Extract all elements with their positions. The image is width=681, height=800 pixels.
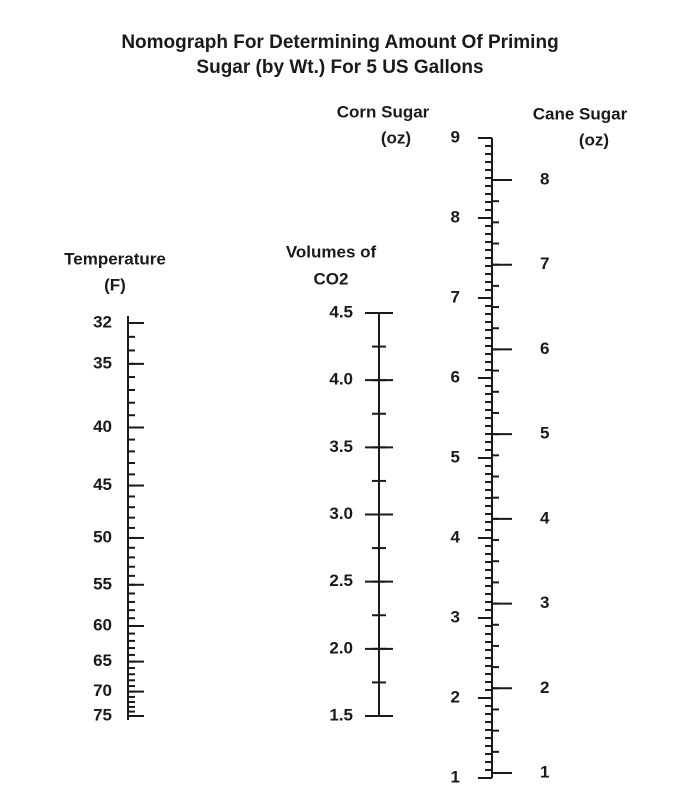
scale-label: (F) bbox=[104, 275, 126, 294]
scale-label: (oz) bbox=[579, 130, 609, 149]
tick-label: 2.5 bbox=[329, 571, 353, 590]
tick-label: 6 bbox=[451, 367, 460, 386]
tick-label: 55 bbox=[93, 574, 112, 593]
tick-label: 60 bbox=[93, 615, 112, 634]
tick-label: 75 bbox=[93, 705, 112, 724]
tick-label: 70 bbox=[93, 681, 112, 700]
tick-label: 2.0 bbox=[329, 638, 353, 657]
tick-label: 9 bbox=[451, 127, 460, 146]
tick-label: 7 bbox=[451, 287, 460, 306]
scale-label: Volumes of bbox=[286, 242, 377, 261]
tick-label: 5 bbox=[540, 424, 549, 443]
tick-label: 2 bbox=[540, 678, 549, 697]
tick-label: 1 bbox=[540, 762, 549, 781]
tick-label: 1 bbox=[451, 767, 460, 786]
tick-label: 3 bbox=[540, 593, 549, 612]
scale-label: Corn Sugar bbox=[337, 102, 430, 121]
tick-label: 8 bbox=[540, 169, 549, 188]
tick-label: 4.0 bbox=[329, 370, 353, 389]
tick-label: 1.5 bbox=[329, 705, 353, 724]
tick-label: 3.0 bbox=[329, 504, 353, 523]
title-line: Sugar (by Wt.) For 5 US Gallons bbox=[196, 57, 483, 78]
tick-label: 50 bbox=[93, 527, 112, 546]
tick-label: 40 bbox=[93, 417, 112, 436]
tick-label: 4 bbox=[540, 508, 550, 527]
tick-label: 6 bbox=[540, 339, 549, 358]
tick-label: 5 bbox=[451, 447, 460, 466]
tick-label: 3.5 bbox=[329, 437, 353, 456]
tick-label: 8 bbox=[451, 207, 460, 226]
tick-label: 32 bbox=[93, 312, 112, 331]
tick-label: 65 bbox=[93, 651, 112, 670]
tick-label: 4 bbox=[451, 527, 461, 546]
tick-label: 4.5 bbox=[329, 302, 353, 321]
tick-label: 7 bbox=[540, 254, 549, 273]
scale-label: CO2 bbox=[314, 269, 349, 288]
scale-label: (oz) bbox=[381, 128, 411, 147]
scale-label: Temperature bbox=[64, 249, 166, 268]
title-line: Nomograph For Determining Amount Of Prim… bbox=[121, 32, 558, 53]
tick-label: 35 bbox=[93, 353, 112, 372]
tick-label: 3 bbox=[451, 607, 460, 626]
scale-label: Cane Sugar bbox=[533, 104, 628, 123]
tick-label: 45 bbox=[93, 475, 112, 494]
tick-label: 2 bbox=[451, 687, 460, 706]
